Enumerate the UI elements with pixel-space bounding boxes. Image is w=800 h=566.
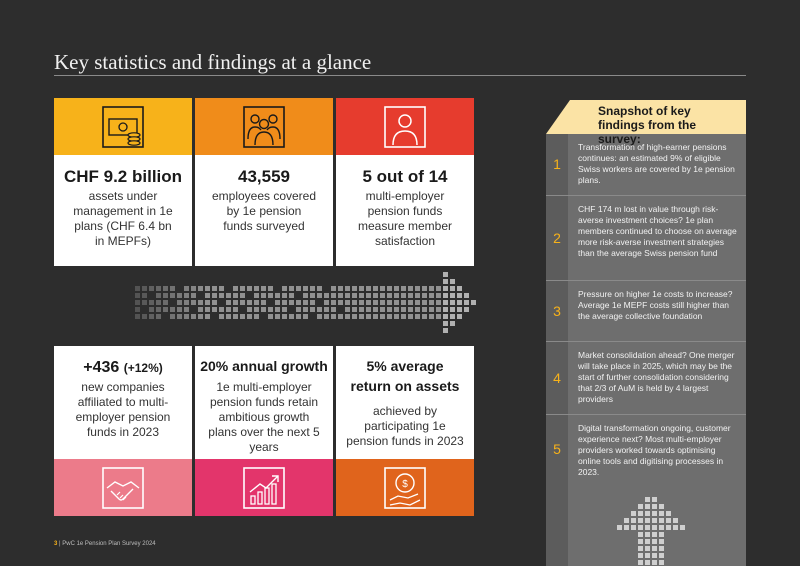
stat-card-employees: 43,559 employees covered by 1e pension f… — [195, 155, 333, 266]
stat-band-growth — [195, 459, 333, 516]
money-icon — [102, 105, 144, 148]
stat-description: achieved by participating 1e pension fun… — [346, 404, 464, 448]
stat-tile-employees: 43,559 employees covered by 1e pension f… — [195, 98, 333, 266]
stat-value: 43,559 — [238, 167, 290, 186]
finding-3: 3 Pressure on higher 1e costs to increas… — [546, 280, 746, 341]
footer-separator: | — [59, 541, 63, 547]
snapshot-header — [570, 100, 746, 134]
stat-description: new companies affiliated to multi-employ… — [75, 380, 171, 439]
stat-value-main: +436 — [83, 359, 120, 376]
page-footer: 3 | PwC 1e Pension Plan Survey 2024 — [54, 541, 156, 547]
money-hand-icon: $ — [384, 466, 426, 509]
pixel-up-arrow-graphic — [617, 497, 685, 565]
stat-tile-growth: 20% annual growth 1e multi-employer pens… — [195, 346, 333, 516]
stat-card-satisfaction: 5 out of 14 multi-employer pension funds… — [336, 155, 474, 266]
growth-chart-icon — [243, 466, 285, 509]
stat-value: +436 (+12%) — [54, 358, 192, 378]
finding-text: Market consolidation ahead? One merger w… — [578, 350, 735, 404]
snapshot-number-strip — [546, 134, 568, 566]
stat-value-suffix: (+12%) — [123, 361, 163, 375]
stat-description: assets under management in 1e plans (CHF… — [73, 189, 173, 248]
stat-card-returns: 5% average return on assets achieved by … — [336, 346, 474, 459]
stat-band-companies — [54, 459, 192, 516]
finding-text: Pressure on higher 1e costs to increase?… — [578, 289, 733, 321]
stat-value: 5 out of 14 — [362, 167, 448, 186]
handshake-icon — [102, 466, 144, 509]
stat-description: multi-employer pension funds measure mem… — [357, 189, 453, 248]
stat-tile-returns: 5% average return on assets achieved by … — [336, 346, 474, 516]
footer-text: PwC 1e Pension Plan Survey 2024 — [62, 541, 156, 547]
svg-text:$: $ — [402, 479, 408, 490]
finding-1: 1 Transformation of high-earner pensions… — [546, 134, 746, 194]
pixel-arrow-graphic — [135, 272, 476, 333]
snapshot-panel: Snapshot of key findings from the survey… — [546, 100, 746, 566]
stat-value: 20% annual growth — [200, 358, 328, 374]
finding-number: 1 — [553, 156, 561, 172]
snapshot-header-title: Snapshot of key findings from the survey… — [598, 104, 696, 146]
finding-2: 2 CHF 174 m lost in value through risk-a… — [546, 195, 746, 280]
stat-tile-assets: CHF 9.2 billion assets under management … — [54, 98, 192, 266]
page-title: Key statistics and findings at a glance — [54, 50, 372, 74]
stat-card-companies: +436 (+12%) new companies affiliated to … — [54, 346, 192, 459]
finding-text: Digital transformation ongoing, customer… — [578, 423, 731, 477]
finding-text: CHF 174 m lost in value through risk-ave… — [578, 204, 737, 258]
finding-4: 4 Market consolidation ahead? One merger… — [546, 341, 746, 414]
stat-band-returns: $ — [336, 459, 474, 516]
stat-value: 5% average return on assets — [350, 358, 460, 394]
finding-number: 5 — [553, 441, 561, 457]
finding-number: 3 — [553, 303, 561, 319]
stat-description: 1e multi-employer pension funds retain a… — [208, 380, 320, 454]
stat-description: employees covered by 1e pension funds su… — [211, 189, 317, 233]
snapshot-header-corner — [546, 100, 570, 134]
finding-5: 5 Digital transformation ongoing, custom… — [546, 414, 746, 487]
stat-card-assets: CHF 9.2 billion assets under management … — [54, 155, 192, 266]
stat-tile-companies: +436 (+12%) new companies affiliated to … — [54, 346, 192, 516]
finding-number: 4 — [553, 370, 561, 386]
snapshot-column — [546, 134, 746, 566]
stat-card-growth: 20% annual growth 1e multi-employer pens… — [195, 346, 333, 459]
person-icon — [384, 105, 426, 148]
stat-tile-satisfaction: 5 out of 14 multi-employer pension funds… — [336, 98, 474, 266]
stat-value: CHF 9.2 billion — [63, 167, 183, 186]
stat-band-assets — [54, 98, 192, 155]
page-number: 3 — [54, 541, 58, 547]
title-divider — [54, 75, 746, 76]
people-icon — [243, 105, 285, 148]
finding-text: Transformation of high-earner pensions c… — [578, 142, 735, 185]
stat-band-employees — [195, 98, 333, 155]
stat-band-satisfaction — [336, 98, 474, 155]
finding-number: 2 — [553, 230, 561, 246]
